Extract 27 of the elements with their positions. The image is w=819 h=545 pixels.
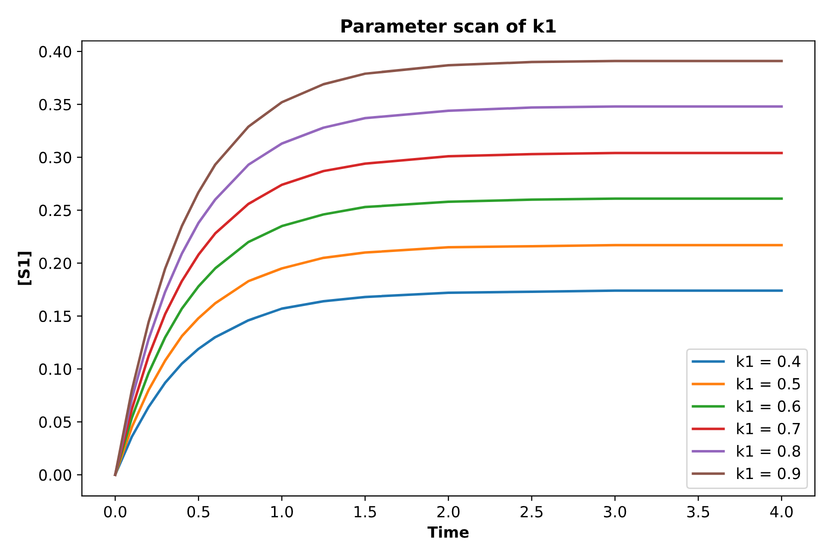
- x-tick-label: 2.0: [437, 506, 460, 518]
- legend-label: k1 = 0.7: [737, 422, 800, 434]
- y-tick-label: 0.20: [39, 258, 72, 270]
- x-tick-label: 4.0: [770, 506, 793, 518]
- legend-label: k1 = 0.9: [737, 467, 800, 480]
- x-tick-label: 3.5: [687, 506, 710, 518]
- x-tick-label: 1.5: [354, 506, 376, 518]
- legend-label: k1 = 0.8: [737, 444, 800, 457]
- y-tick-label: 0.30: [39, 152, 72, 164]
- x-axis-title: Time: [428, 526, 469, 538]
- x-tick-label: 0.5: [187, 506, 210, 518]
- y-axis-title: [S1]: [18, 252, 32, 285]
- legend-label: k1 = 0.4: [737, 355, 800, 368]
- chart-title: Parameter scan of k1: [342, 18, 556, 33]
- y-tick-label: 0.25: [39, 204, 71, 216]
- y-tick-label: 0.10: [39, 363, 72, 375]
- x-tick-label: 2.5: [520, 506, 543, 518]
- x-tick-label: 0.0: [104, 506, 126, 518]
- x-tick-label: 3.0: [604, 506, 626, 518]
- y-tick-label: 0.15: [39, 310, 71, 322]
- y-tick-label: 0.00: [39, 469, 72, 481]
- x-tick-label: 1.0: [271, 506, 293, 518]
- y-tick-label: 0.35: [39, 98, 71, 110]
- legend-label: k1 = 0.6: [737, 400, 800, 412]
- y-tick-label: 0.05: [39, 416, 71, 428]
- legend-label: k1 = 0.5: [737, 378, 800, 390]
- y-tick-label: 0.40: [39, 46, 72, 58]
